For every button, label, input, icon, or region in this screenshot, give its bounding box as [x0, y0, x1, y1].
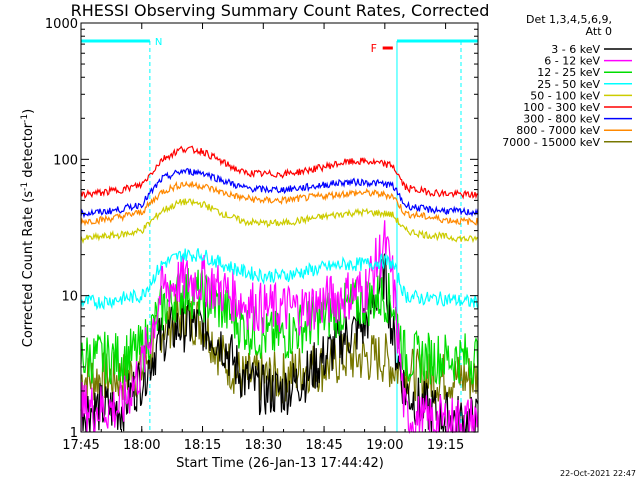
- series-7000-15000keV-line: [80, 293, 479, 404]
- legend-entry-label: 100 - 300 keV: [523, 101, 600, 114]
- y-axis-label: Corrected Count Rate (s-1 detector-1): [20, 109, 36, 347]
- series-path: [80, 252, 479, 434]
- x-tick-label: 18:30: [245, 438, 282, 453]
- axes: 17:45 18:00 18:15 18:30 18:45 19:00 19:15 1 10 10…: [45, 17, 479, 453]
- legend-entry-label: 300 - 800 keV: [523, 113, 600, 126]
- series-100-300keV-line: [80, 145, 479, 200]
- series-path: [80, 145, 479, 200]
- x-axis-label: Start Time (26-Jan-13 17:44:42): [176, 456, 384, 471]
- series-3-6keV-line: [80, 252, 479, 434]
- y-tick-label: 10: [61, 290, 78, 305]
- x-tick-label: 18:15: [184, 438, 221, 453]
- legend-entry-label: 6 - 12 keV: [544, 55, 600, 68]
- y-tick-label: 100: [53, 153, 78, 168]
- x-tick-label: 17:45: [62, 438, 99, 453]
- legend-entry-label: 50 - 100 keV: [530, 89, 600, 102]
- series-path: [80, 220, 479, 435]
- night-label: N: [155, 37, 162, 48]
- y-tick-label: 1: [70, 426, 78, 441]
- series-path: [80, 248, 479, 311]
- timestamp: 22-Oct-2021 22:47: [560, 469, 636, 478]
- legend-entry-label: 7000 - 15000 keV: [502, 136, 600, 149]
- series-6-12keV-line: [80, 220, 479, 435]
- series-300-800keV-line: [80, 167, 479, 219]
- series-path: [80, 198, 479, 244]
- legend-entry-label: 800 - 7000 keV: [516, 124, 600, 137]
- legend-entry-label: 25 - 50 keV: [537, 78, 600, 91]
- series-25-50keV-line: [80, 248, 479, 311]
- plot-frame: [80, 22, 479, 433]
- legend-header: Att 0: [586, 25, 612, 38]
- legend-entry-label: 12 - 25 keV: [537, 66, 600, 79]
- series-path: [80, 293, 479, 404]
- x-tick-label: 18:00: [123, 438, 160, 453]
- series-path: [80, 180, 479, 227]
- y-tick-label: 1000: [45, 17, 78, 32]
- flare-label: F: [371, 42, 377, 55]
- chart-title: RHESSI Observing Summary Count Rates, Co…: [71, 1, 490, 20]
- legend-header: Det 1,3,4,5,6,9,: [526, 13, 612, 26]
- series-800-7000keV-line: [80, 180, 479, 227]
- x-tick-label: 18:45: [305, 438, 342, 453]
- series-50-100keV-line: [80, 198, 479, 244]
- x-tick-label: 19:15: [427, 438, 464, 453]
- legend-entry-label: 3 - 6 keV: [551, 43, 600, 56]
- x-tick-label: 19:00: [366, 438, 403, 453]
- series-path: [80, 167, 479, 219]
